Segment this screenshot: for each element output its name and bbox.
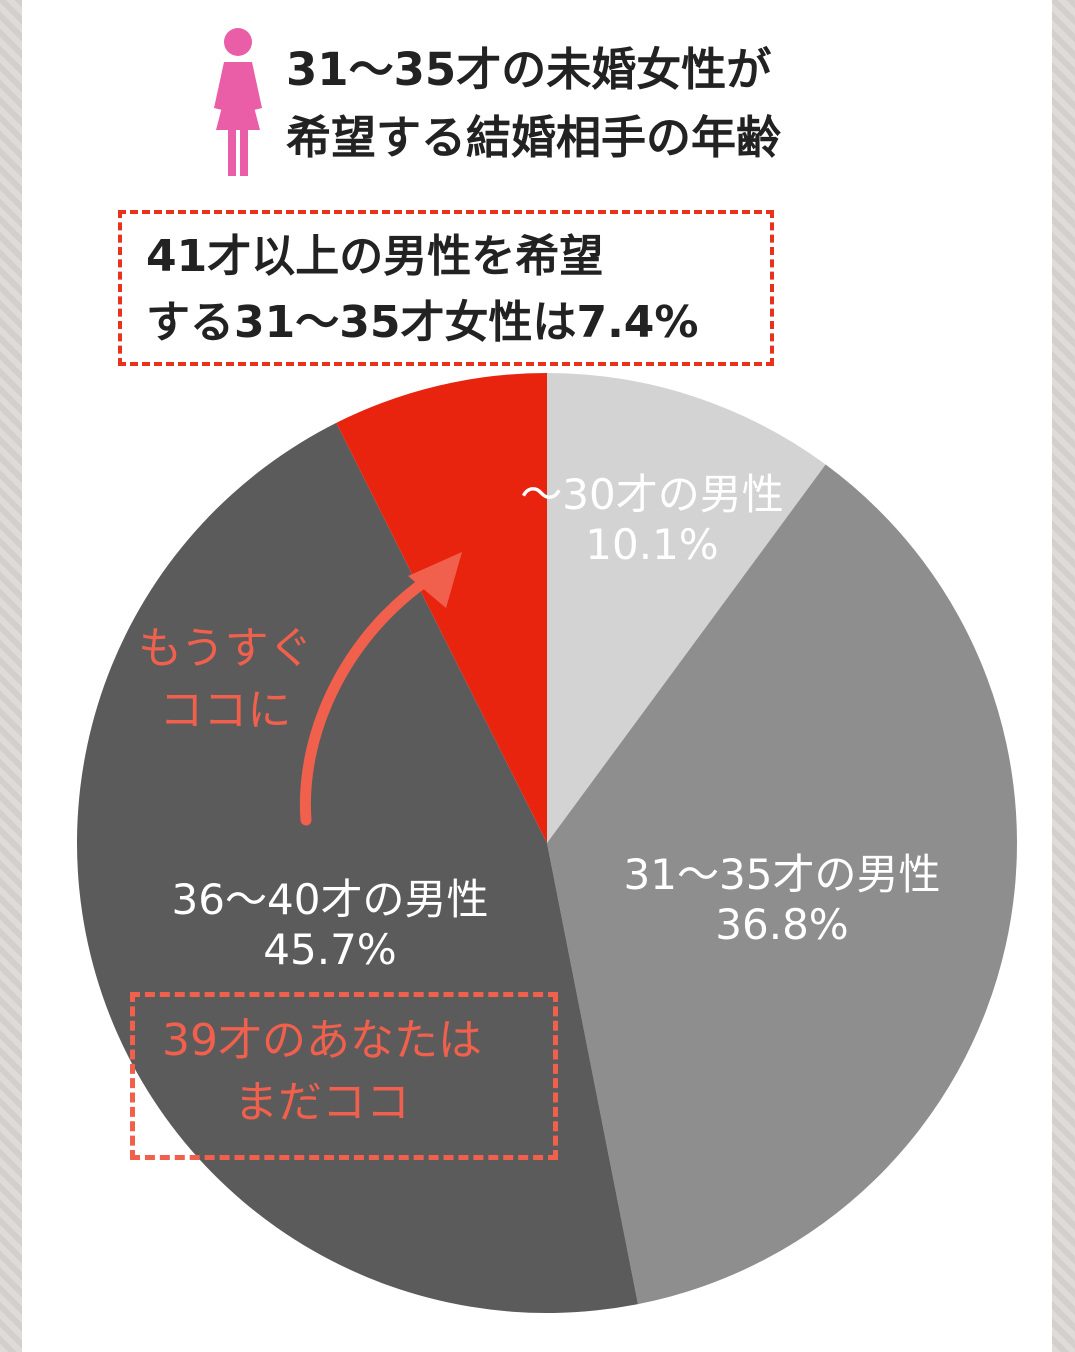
slice-label-31-35: 31～35才の男性 36.8% <box>624 850 941 950</box>
slice-value-text: 45.7% <box>172 925 489 975</box>
slice-label-36-40: 36～40才の男性 45.7% <box>172 875 489 975</box>
you-note-line-1: 39才のあなたは <box>162 1010 482 1072</box>
slice-label-text: ～30才の男性 <box>520 470 783 520</box>
soon-note-line-1: もうすぐ <box>138 618 313 680</box>
soon-note-line-2: ココに <box>138 680 313 742</box>
slice-value-text: 36.8% <box>624 900 941 950</box>
soon-note: もうすぐ ココに <box>138 618 313 742</box>
slice-label-text: 36～40才の男性 <box>172 875 489 925</box>
slice-label-text: 31～35才の男性 <box>624 850 941 900</box>
you-note: 39才のあなたは まだココ <box>162 1010 482 1134</box>
slice-label-under-30: ～30才の男性 10.1% <box>520 470 783 570</box>
you-note-line-2: まだココ <box>162 1072 482 1134</box>
slice-value-text: 10.1% <box>520 520 783 570</box>
